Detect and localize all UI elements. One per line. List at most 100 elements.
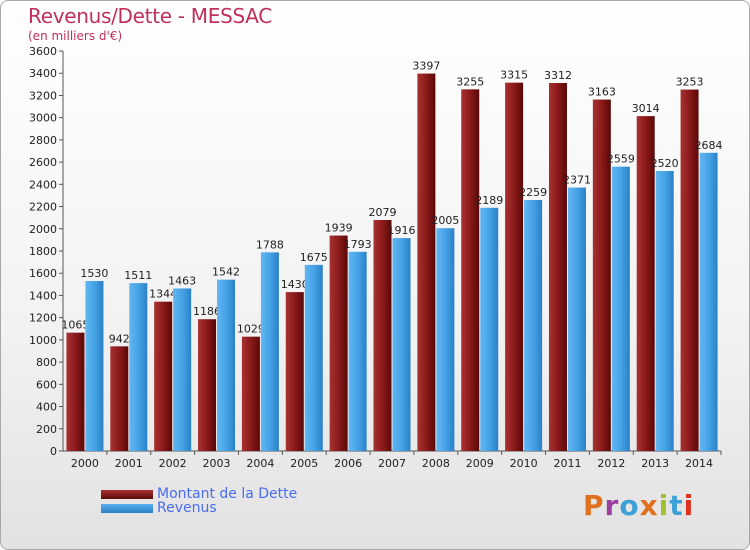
data-label: 3312 xyxy=(544,69,572,82)
x-tick-label: 2007 xyxy=(378,457,406,470)
bar-revenus xyxy=(348,251,367,451)
y-tick-label: 1400 xyxy=(29,289,57,302)
y-tick-label: 3600 xyxy=(29,45,57,58)
y-tick-label: 800 xyxy=(36,356,57,369)
x-tick-label: 2003 xyxy=(203,457,231,470)
bar-dette xyxy=(461,89,480,451)
logo-letter: P xyxy=(583,489,605,522)
bar-revenus xyxy=(611,166,630,451)
y-tick-label: 200 xyxy=(36,423,57,436)
bar-dette xyxy=(373,220,392,451)
y-tick-label: 1800 xyxy=(29,245,57,258)
x-tick-label: 2009 xyxy=(466,457,494,470)
data-label: 3014 xyxy=(632,102,660,115)
bar-dette xyxy=(198,319,217,451)
bar-revenus xyxy=(567,187,586,452)
data-label: 1430 xyxy=(281,278,309,291)
data-label: 2559 xyxy=(607,153,635,166)
data-label: 3315 xyxy=(500,69,528,82)
data-label: 2079 xyxy=(369,206,397,219)
data-label: 1463 xyxy=(168,274,196,287)
data-label: 1542 xyxy=(212,266,240,279)
y-tick-label: 1600 xyxy=(29,267,57,280)
data-label: 1344 xyxy=(149,288,177,301)
bar-revenus xyxy=(85,281,104,451)
bar-revenus xyxy=(129,283,148,451)
x-tick-label: 2001 xyxy=(115,457,143,470)
bar-dette xyxy=(636,116,655,451)
y-tick-label: 2800 xyxy=(29,134,57,147)
bar-revenus xyxy=(260,252,279,451)
data-label: 2189 xyxy=(475,194,503,207)
x-tick-label: 2014 xyxy=(685,457,713,470)
x-tick-label: 2011 xyxy=(553,457,581,470)
bar-revenus xyxy=(436,228,455,451)
bar-revenus xyxy=(524,200,543,451)
bar-dette xyxy=(110,346,129,451)
y-tick-label: 600 xyxy=(36,378,57,391)
logo-letter: i xyxy=(658,489,670,522)
bar-dette xyxy=(66,332,85,451)
x-tick-label: 2000 xyxy=(71,457,99,470)
y-tick-label: 2400 xyxy=(29,178,57,191)
x-tick-label: 2013 xyxy=(641,457,669,470)
legend-label-dette: Montant de la Dette xyxy=(157,486,298,502)
chart-title: Revenus/Dette - MESSAC xyxy=(28,4,272,28)
bar-dette xyxy=(154,301,173,451)
data-label: 3253 xyxy=(676,76,704,89)
bar-revenus xyxy=(480,207,499,451)
data-label: 3397 xyxy=(412,60,440,73)
bar-revenus xyxy=(217,279,236,451)
x-tick-label: 2010 xyxy=(510,457,538,470)
data-label: 1511 xyxy=(124,269,152,282)
data-label: 3163 xyxy=(588,86,616,99)
x-tick-label: 2012 xyxy=(597,457,625,470)
data-label: 1186 xyxy=(193,305,221,318)
bar-revenus xyxy=(173,288,192,451)
data-label: 1793 xyxy=(344,238,372,251)
bar-dette xyxy=(285,292,304,451)
bar-dette xyxy=(241,336,260,451)
logo-letter: i xyxy=(683,489,695,522)
x-tick-label: 2006 xyxy=(334,457,362,470)
bar-dette xyxy=(548,83,567,451)
y-tick-label: 400 xyxy=(36,401,57,414)
bar-revenus xyxy=(304,264,323,451)
bar-revenus xyxy=(699,152,718,451)
bar-dette xyxy=(417,73,436,452)
data-label: 2259 xyxy=(519,186,547,199)
y-tick-label: 2600 xyxy=(29,156,57,169)
data-label: 3255 xyxy=(456,75,484,88)
bar-revenus xyxy=(655,171,674,451)
bar-dette xyxy=(329,235,348,451)
x-tick-label: 2005 xyxy=(290,457,318,470)
y-tick-label: 2200 xyxy=(29,201,57,214)
logo-letter: o xyxy=(619,489,640,522)
chart-subtitle: (en milliers d'€) xyxy=(28,29,123,43)
data-label: 1029 xyxy=(237,323,265,336)
data-label: 942 xyxy=(109,332,130,345)
data-label: 2684 xyxy=(695,139,723,152)
bar-dette xyxy=(592,99,611,452)
bar-revenus xyxy=(392,238,411,451)
legend-swatch-dette xyxy=(101,490,153,499)
legend-label-revenus: Revenus xyxy=(157,500,217,516)
bar-dette xyxy=(680,89,699,452)
logo-letter: r xyxy=(604,489,620,522)
y-tick-label: 3200 xyxy=(29,89,57,102)
y-tick-label: 2000 xyxy=(29,223,57,236)
logo-letter: t xyxy=(669,489,684,522)
y-tick-label: 0 xyxy=(50,445,57,458)
data-label: 1916 xyxy=(388,224,416,237)
data-label: 1530 xyxy=(80,267,108,280)
x-tick-label: 2002 xyxy=(159,457,187,470)
x-tick-label: 2004 xyxy=(246,457,274,470)
data-label: 2371 xyxy=(563,174,591,187)
logo-letter: x xyxy=(639,489,659,522)
y-tick-label: 1200 xyxy=(29,312,57,325)
data-label: 1939 xyxy=(325,222,353,235)
legend-swatch-revenus xyxy=(101,504,153,513)
proxiti-logo: Proxiti xyxy=(583,489,694,522)
